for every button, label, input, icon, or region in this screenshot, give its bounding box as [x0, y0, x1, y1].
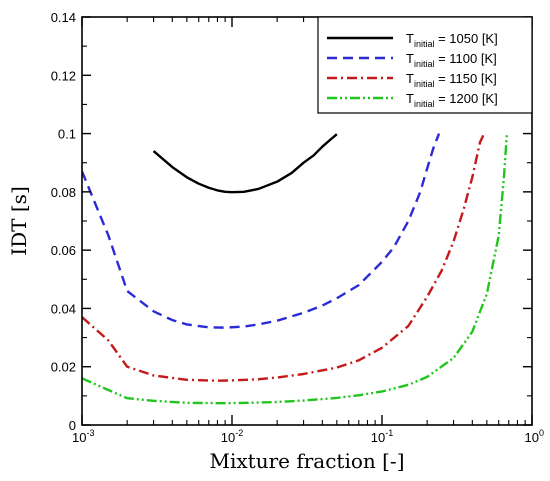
- x-tick-label: 10-1: [371, 428, 393, 445]
- legend-label-3: Tinitial = 1150 [K]: [406, 71, 497, 89]
- x-axis-title: Mixture fraction [-]: [210, 449, 405, 473]
- series-line-3: [82, 133, 486, 382]
- y-tick-label: 0.14: [51, 10, 76, 25]
- y-tick-label: 0.02: [51, 360, 76, 375]
- y-tick-label: 0: [69, 418, 76, 433]
- ticks-layer: 0 0.02 0.04 0.06 0.08 0.1 0.12 0.14 10-3 10-2 10-1…: [51, 10, 544, 445]
- legend-label-1: Tinitial = 1050 [K]: [406, 31, 498, 49]
- y-tick-label: 0.12: [51, 68, 76, 83]
- y-tick-label: 0.1: [58, 127, 76, 142]
- y-tick-label: 0.06: [51, 243, 76, 258]
- series-line-1: [152, 133, 338, 194]
- series-line-2: [82, 133, 441, 329]
- x-tick-label: 100: [525, 428, 544, 445]
- legend-label-4: Tinitial = 1200 [K]: [406, 91, 498, 109]
- series-line-4: [82, 133, 509, 405]
- y-axis-title: IDT [s]: [7, 186, 31, 256]
- legend-label-2: Tinitial = 1100 [K]: [406, 51, 497, 69]
- y-tick-label: 0.04: [51, 301, 76, 316]
- series-layer: [82, 133, 509, 405]
- y-tick-label: 0.08: [51, 185, 76, 200]
- legend: Tinitial = 1050 [K] Tinitial = 1100 [K] Ti…: [317, 16, 533, 114]
- x-tick-label: 10-2: [221, 428, 243, 445]
- x-tick-label: 10-3: [72, 428, 94, 445]
